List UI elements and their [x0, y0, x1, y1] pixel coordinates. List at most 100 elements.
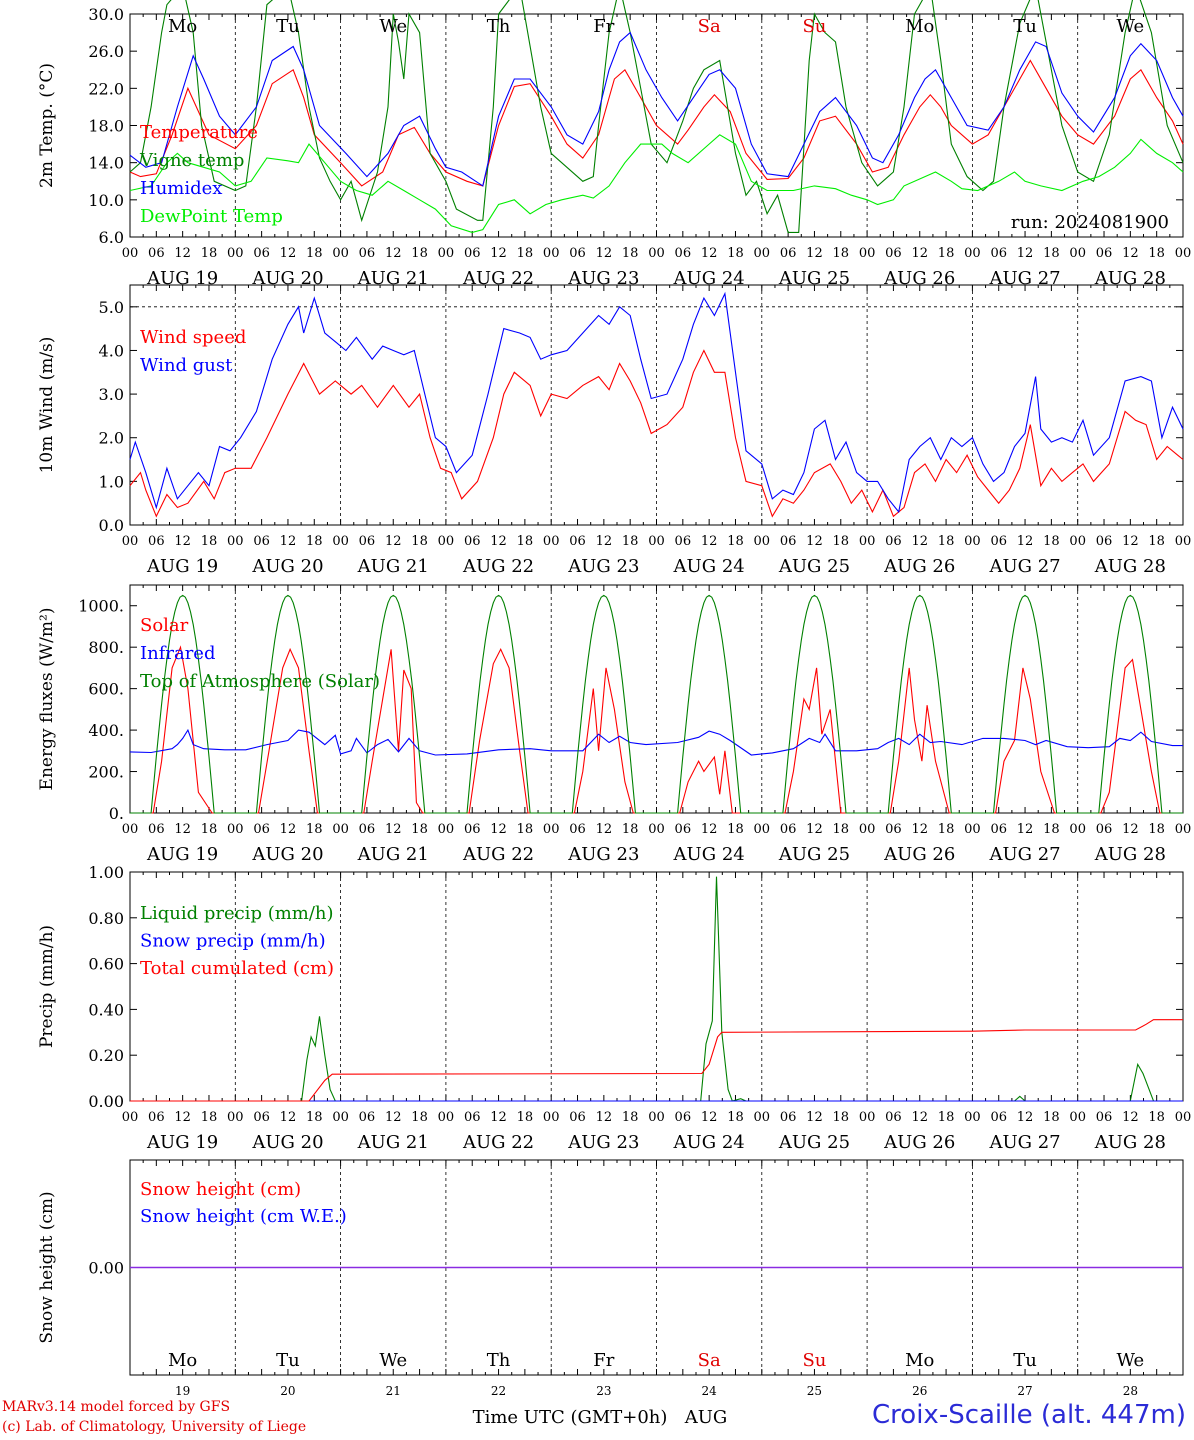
weekday-label: Mo [905, 16, 934, 37]
hour-tick-label: 12 [1017, 822, 1034, 837]
date-label: AUG 22 [462, 1132, 534, 1153]
weekday-label: Su [802, 16, 826, 37]
hour-tick-label: 00 [648, 1110, 665, 1125]
hour-tick-label: 06 [675, 822, 692, 837]
date-label: AUG 28 [1094, 1132, 1166, 1153]
hour-tick-label: 18 [833, 822, 850, 837]
weekday-label: We [379, 1350, 407, 1371]
hour-tick-label: 00 [754, 822, 771, 837]
date-label: AUG 22 [462, 844, 534, 865]
date-label: AUG 20 [251, 556, 323, 577]
hour-tick-label: 18 [622, 822, 639, 837]
hour-tick-label: 06 [464, 1110, 481, 1125]
date-label: AUG 27 [988, 1132, 1060, 1153]
day-number-label: 23 [596, 1384, 611, 1398]
hour-tick-label: 12 [1122, 246, 1139, 261]
weekday-label: Sa [698, 16, 721, 37]
hour-tick-label: 00 [438, 534, 455, 549]
hour-tick-label: 12 [596, 534, 613, 549]
y-tick-label: 1.00 [88, 863, 124, 882]
y-tick-label: 26.0 [88, 42, 124, 61]
legend-entry: Humidex [140, 178, 222, 199]
hour-tick-label: 00 [543, 1110, 560, 1125]
legend-entry: Top of Atmosphere (Solar) [140, 671, 380, 692]
date-label: AUG 27 [988, 556, 1060, 577]
panel-4: 0.00 0.20 0.40 0.60 0.80 1.00 Precip (mm/h) Liq… [37, 863, 1191, 1153]
hour-tick-label: 00 [859, 822, 876, 837]
hour-tick-label: 06 [990, 1110, 1007, 1125]
hour-tick-label: 00 [332, 1110, 349, 1125]
hour-tick-label: 00 [1069, 1110, 1086, 1125]
y-tick-label: 14.0 [88, 154, 124, 173]
series-line [129, 134, 1184, 233]
y-tick-label: 6.0 [99, 228, 124, 247]
hour-tick-label: 12 [174, 822, 191, 837]
date-label: AUG 28 [1094, 268, 1166, 289]
hour-tick-label: 00 [964, 822, 981, 837]
date-label: AUG 25 [778, 268, 850, 289]
hour-tick-label: 12 [596, 822, 613, 837]
date-label: AUG 24 [673, 556, 745, 577]
series-line [129, 349, 1184, 518]
date-label: AUG 21 [357, 1132, 429, 1153]
y-tick-label: 0.60 [88, 955, 124, 974]
hour-tick-label: 18 [306, 822, 323, 837]
day-number-label: 19 [175, 1384, 190, 1398]
day-number-label: 26 [912, 1384, 927, 1398]
hour-tick-label: 00 [964, 1110, 981, 1125]
hour-tick-label: 06 [359, 1110, 376, 1125]
hour-tick-label: 18 [727, 822, 744, 837]
weekday-label: Th [487, 16, 511, 37]
date-label: AUG 22 [462, 556, 534, 577]
model-credit-text: MARv3.14 model forced by GFS [2, 1399, 231, 1415]
weekday-label: Tu [276, 1350, 300, 1371]
date-label: AUG 25 [778, 844, 850, 865]
hour-tick-label: 18 [1148, 1110, 1165, 1125]
y-tick-label: 0.00 [88, 1259, 124, 1278]
y-tick-label: 0.20 [88, 1046, 124, 1065]
day-number-label: 20 [280, 1384, 295, 1398]
legend-entry: Total cumulated (cm) [140, 958, 334, 979]
hour-tick-label: 06 [885, 246, 902, 261]
hour-tick-label: 18 [727, 534, 744, 549]
hour-tick-label: 06 [990, 246, 1007, 261]
hour-tick-label: 12 [385, 1110, 402, 1125]
hour-tick-label: 18 [622, 246, 639, 261]
y-tick-label: 4.0 [99, 341, 124, 360]
hour-tick-label: 12 [911, 1110, 928, 1125]
y-tick-label: 800. [88, 638, 124, 657]
y-tick-label: 600. [88, 680, 124, 699]
y-tick-label: 200. [88, 763, 124, 782]
hour-tick-label: 18 [938, 246, 955, 261]
hour-tick-label: 12 [1017, 1110, 1034, 1125]
hour-tick-label: 18 [1148, 246, 1165, 261]
hour-tick-label: 06 [1096, 1110, 1113, 1125]
y-tick-label: 18.0 [88, 117, 124, 136]
hour-tick-label: 12 [280, 1110, 297, 1125]
hour-tick-label: 06 [569, 822, 586, 837]
hour-tick-label: 06 [148, 1110, 165, 1125]
hour-tick-label: 06 [253, 246, 270, 261]
hour-tick-label: 00 [859, 534, 876, 549]
date-label: AUG 20 [251, 844, 323, 865]
hour-tick-label: 18 [938, 1110, 955, 1125]
hour-tick-label: 06 [675, 246, 692, 261]
date-label: AUG 22 [462, 268, 534, 289]
hour-tick-label: 00 [859, 246, 876, 261]
date-label: AUG 26 [883, 1132, 955, 1153]
hour-tick-label: 12 [1017, 534, 1034, 549]
legend-entry: Snow height (cm W.E.) [140, 1206, 347, 1227]
hour-tick-label: 12 [1017, 246, 1034, 261]
hour-tick-label: 00 [227, 1110, 244, 1125]
hour-tick-label: 18 [517, 1110, 534, 1125]
series-line [130, 594, 1183, 814]
series-line [129, 728, 1183, 756]
hour-tick-label: 00 [1069, 822, 1086, 837]
hour-tick-label: 00 [754, 246, 771, 261]
weekday-label: Fr [593, 1350, 614, 1371]
legend-entry: DewPoint Temp [140, 206, 283, 227]
hour-tick-label: 18 [411, 246, 428, 261]
y-axis-label: 10m Wind (m/s) [37, 337, 57, 474]
hour-tick-label: 06 [569, 1110, 586, 1125]
weekday-label: Th [487, 1350, 511, 1371]
